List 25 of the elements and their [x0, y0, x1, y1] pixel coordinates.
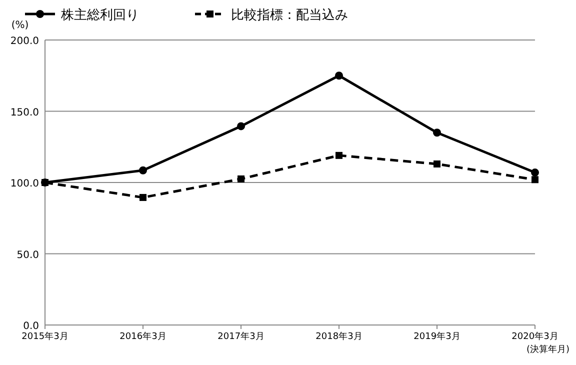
- y-tick-label: 200.0: [10, 36, 39, 47]
- legend-label: 株主総利回り: [60, 7, 139, 23]
- point: [335, 72, 343, 80]
- point: [532, 176, 538, 184]
- x-tick-label: 2015年3月: [22, 331, 68, 342]
- y-tick-label: 100.0: [10, 178, 39, 190]
- y-tick-label: 50.0: [16, 250, 39, 261]
- point: [434, 160, 440, 168]
- y-tick-label: 0.0: [23, 321, 39, 332]
- point: [336, 152, 342, 159]
- x-tick-label: 2017年3月: [218, 331, 264, 342]
- x-tick-label: 2018年3月: [316, 331, 362, 342]
- point: [140, 194, 146, 201]
- legend-label: 比較指標：配当込み: [231, 8, 348, 23]
- x-tick-label: 2016年3月: [120, 331, 166, 342]
- x-tick-label: 2019年3月: [414, 331, 460, 342]
- y-tick-label: 150.0: [10, 107, 39, 118]
- x-tick-label: 2020年3月: [512, 331, 558, 342]
- point: [433, 128, 441, 137]
- y-axis-title: (%): [11, 20, 29, 31]
- point: [238, 175, 244, 182]
- point: [531, 168, 539, 177]
- point: [237, 122, 245, 130]
- point: [139, 166, 147, 174]
- x-axis-title: (決算年月): [526, 344, 570, 355]
